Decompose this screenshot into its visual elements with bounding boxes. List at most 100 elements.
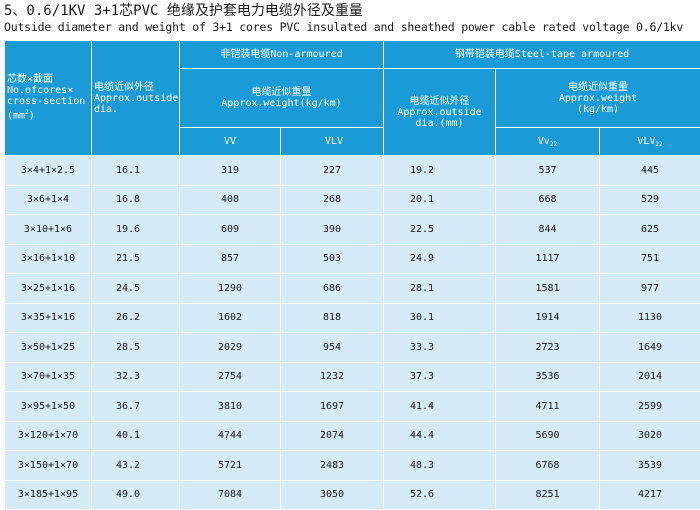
cell-weight-vv22: 844 bbox=[496, 215, 600, 245]
cell-cores-section: 3×150+1×70 bbox=[5, 451, 92, 481]
cell-outside-dia: 16.1 bbox=[92, 156, 180, 186]
cell-outside-dia-armoured: 19.2 bbox=[384, 156, 496, 186]
cell-outside-dia: 43.2 bbox=[92, 451, 180, 481]
cell-weight-vlv: 2483 bbox=[281, 451, 384, 481]
cell-weight-vv: 1602 bbox=[180, 303, 281, 333]
cell-weight-vv: 319 bbox=[180, 156, 281, 186]
cell-weight-vv: 5721 bbox=[180, 451, 281, 481]
header-col-vlv22-sub: 22 bbox=[655, 141, 662, 148]
header-outside-dia-armoured: 电缆近似外径 Approx.outside dia.(mm) bbox=[384, 69, 496, 156]
cell-outside-dia-armoured: 44.4 bbox=[384, 421, 496, 451]
header-cores-unit: (mm bbox=[7, 111, 25, 122]
cell-outside-dia: 28.5 bbox=[92, 333, 180, 363]
cell-weight-vv22: 1914 bbox=[496, 303, 600, 333]
header-col-vlv22: VLV22 bbox=[600, 128, 700, 156]
cell-weight-vlv: 1232 bbox=[281, 362, 384, 392]
cell-cores-section: 3×4+1×2.5 bbox=[5, 156, 92, 186]
cell-outside-dia: 24.5 bbox=[92, 274, 180, 304]
header-weight-non-armoured: 电缆近似重量 Approx.weight(kg/km) bbox=[180, 69, 384, 128]
header-col-vv: VV bbox=[180, 128, 281, 156]
header-cores-section: 芯数×截面 No.ofcores× cross-section (mm2) bbox=[5, 41, 92, 156]
header-dia-en2: dia. bbox=[94, 104, 177, 115]
cell-weight-vlv: 818 bbox=[281, 303, 384, 333]
header-non-armoured: 非铠装电缆Non-armoured bbox=[180, 41, 384, 69]
cell-weight-vv22: 6768 bbox=[496, 451, 600, 481]
cell-weight-vv: 7084 bbox=[180, 480, 281, 510]
cell-cores-section: 3×35+1×16 bbox=[5, 303, 92, 333]
cell-weight-vlv: 503 bbox=[281, 244, 384, 274]
header-cores-en1: No.ofcores× bbox=[7, 85, 89, 96]
cell-weight-vlv: 390 bbox=[281, 215, 384, 245]
cell-weight-vlv22: 1649 bbox=[600, 333, 700, 363]
header-weight2-zh: 电缆近似重量 bbox=[498, 82, 698, 93]
cell-weight-vv: 609 bbox=[180, 215, 281, 245]
cell-weight-vlv22: 1130 bbox=[600, 303, 700, 333]
cell-weight-vlv22: 4217 bbox=[600, 480, 700, 510]
cell-outside-dia: 26.2 bbox=[92, 303, 180, 333]
cell-cores-section: 3×16+1×10 bbox=[5, 244, 92, 274]
table-header: 芯数×截面 No.ofcores× cross-section (mm2) 电缆… bbox=[5, 41, 700, 156]
header-weight-zh: 电缆近似重量 bbox=[182, 87, 381, 98]
cell-cores-section: 3×10+1×6 bbox=[5, 215, 92, 245]
cell-weight-vlv: 2074 bbox=[281, 421, 384, 451]
header-cores-unit-end: ) bbox=[29, 111, 35, 122]
header-cores-zh: 芯数×截面 bbox=[7, 74, 89, 85]
cell-cores-section: 3×25+1×16 bbox=[5, 274, 92, 304]
cell-weight-vlv22: 3539 bbox=[600, 451, 700, 481]
cell-weight-vv22: 2723 bbox=[496, 333, 600, 363]
cell-weight-vv: 4744 bbox=[180, 421, 281, 451]
header-col-vv22-label: Vv bbox=[538, 136, 550, 147]
header-weight-en: Approx.weight(kg/km) bbox=[182, 98, 381, 109]
cell-weight-vlv: 3050 bbox=[281, 480, 384, 510]
cable-spec-table: 芯数×截面 No.ofcores× cross-section (mm2) 电缆… bbox=[4, 40, 700, 510]
cell-outside-dia-armoured: 28.1 bbox=[384, 274, 496, 304]
cell-outside-dia: 32.3 bbox=[92, 362, 180, 392]
cell-weight-vlv22: 751 bbox=[600, 244, 700, 274]
cell-weight-vv22: 537 bbox=[496, 156, 600, 186]
cell-weight-vlv22: 3020 bbox=[600, 421, 700, 451]
cell-outside-dia-armoured: 20.1 bbox=[384, 185, 496, 215]
page-title: 5、0.6/1KV 3+1芯PVC 绝缘及护套电力电缆外径及重量 bbox=[4, 2, 363, 20]
cell-weight-vlv22: 2014 bbox=[600, 362, 700, 392]
cell-weight-vv22: 668 bbox=[496, 185, 600, 215]
cell-outside-dia-armoured: 37.3 bbox=[384, 362, 496, 392]
cell-weight-vv: 3810 bbox=[180, 392, 281, 422]
header-cores-unit-line: (mm2) bbox=[7, 107, 89, 121]
cell-weight-vv22: 5690 bbox=[496, 421, 600, 451]
header-weight2-en2: (kg/km) bbox=[498, 104, 698, 115]
cell-weight-vlv22: 625 bbox=[600, 215, 700, 245]
header-col-vlv: VLV bbox=[281, 128, 384, 156]
header-weight-armoured: 电缆近似重量 Approx.weight (kg/km) bbox=[496, 69, 700, 128]
cell-weight-vlv22: 2599 bbox=[600, 392, 700, 422]
cell-weight-vv: 1290 bbox=[180, 274, 281, 304]
cell-outside-dia-armoured: 33.3 bbox=[384, 333, 496, 363]
cell-weight-vlv: 268 bbox=[281, 185, 384, 215]
cell-weight-vv: 857 bbox=[180, 244, 281, 274]
cell-cores-section: 3×50+1×25 bbox=[5, 333, 92, 363]
cell-weight-vv: 2029 bbox=[180, 333, 281, 363]
cell-outside-dia: 36.7 bbox=[92, 392, 180, 422]
cell-weight-vlv: 227 bbox=[281, 156, 384, 186]
header-dia2-zh: 电缆近似外径 bbox=[386, 96, 493, 107]
header-dia2-en1: Approx.outside bbox=[386, 107, 493, 118]
cell-outside-dia-armoured: 22.5 bbox=[384, 215, 496, 245]
cell-outside-dia: 19.6 bbox=[92, 215, 180, 245]
cell-cores-section: 3×70+1×35 bbox=[5, 362, 92, 392]
cell-weight-vv: 408 bbox=[180, 185, 281, 215]
cell-weight-vlv22: 977 bbox=[600, 274, 700, 304]
page-subtitle: Outside diameter and weight of 3+1 cores… bbox=[4, 20, 683, 35]
cell-weight-vlv: 954 bbox=[281, 333, 384, 363]
cell-weight-vv22: 3536 bbox=[496, 362, 600, 392]
